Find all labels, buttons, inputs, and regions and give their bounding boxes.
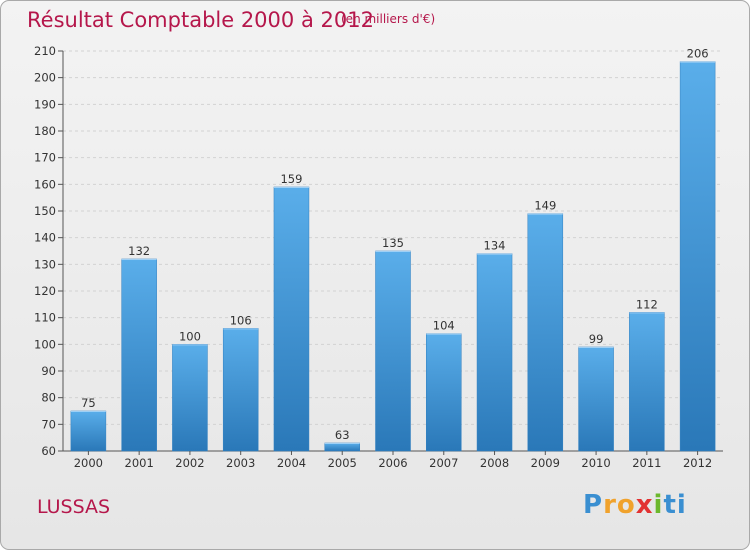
bar (121, 258, 157, 452)
data-label: 104 (433, 319, 455, 333)
bar-chart: 60 70 80 90 100 110 120 130 140 150 160 170 180 190 20… (34, 44, 723, 470)
x-tick-label: 2005 (328, 456, 357, 470)
x-tick-label: 2011 (632, 456, 661, 470)
bar (426, 333, 462, 452)
data-label: 112 (636, 297, 658, 311)
logo-letter: i (653, 490, 664, 520)
bar (222, 328, 259, 452)
y-tick-label: 120 (34, 284, 56, 298)
x-tick-label: 2009 (531, 456, 560, 470)
y-tick-label: 60 (41, 444, 56, 458)
data-label: 75 (81, 396, 96, 410)
bar (578, 346, 614, 452)
data-label: 134 (484, 239, 506, 253)
y-tick-label: 80 (41, 391, 56, 405)
data-label: 106 (230, 313, 252, 327)
y-tick-label: 200 (34, 71, 56, 85)
x-tick-label: 2001 (125, 456, 154, 470)
y-axis-ticks: 60 70 80 90 100 110 120 130 140 150 160 170 180 190 20… (34, 44, 63, 458)
bar (70, 410, 107, 452)
logo-letter: P (583, 490, 604, 520)
data-labels: 75 132 100 106 159 63 135 104 134 149 99 112 206 (81, 47, 709, 442)
y-tick-label: 180 (34, 124, 56, 138)
data-label: 149 (534, 199, 556, 213)
bars (70, 61, 716, 452)
data-label: 132 (128, 244, 150, 258)
y-tick-label: 110 (34, 311, 56, 325)
bar (375, 250, 411, 452)
x-tick-label: 2008 (480, 456, 509, 470)
data-label: 63 (335, 428, 350, 442)
logo-letter: t (663, 490, 677, 520)
bar (273, 186, 310, 452)
data-label: 100 (179, 329, 201, 343)
y-tick-label: 90 (41, 364, 56, 378)
x-tick-label: 2007 (429, 456, 458, 470)
bar (527, 213, 564, 452)
y-tick-label: 130 (34, 257, 56, 271)
y-tick-label: 190 (34, 97, 56, 111)
bar (324, 442, 360, 452)
data-label: 206 (687, 47, 709, 61)
x-tick-label: 2002 (175, 456, 204, 470)
chart-subtitle: (en milliers d'€) (341, 12, 436, 26)
x-tick-label: 2010 (581, 456, 610, 470)
x-tick-label: 2000 (74, 456, 103, 470)
bar (476, 253, 513, 452)
y-tick-label: 70 (41, 417, 56, 431)
y-tick-label: 100 (34, 337, 56, 351)
y-tick-label: 160 (34, 177, 56, 191)
y-tick-label: 210 (34, 44, 56, 58)
x-tick-label: 2012 (683, 456, 712, 470)
y-tick-label: 140 (34, 231, 56, 245)
x-axis-ticks: 2000 2001 2002 2003 2004 2005 2006 2007 2008 2009… (74, 451, 712, 470)
commune-name: LUSSAS (37, 496, 111, 518)
y-tick-label: 150 (34, 204, 56, 218)
logo-letter: i (676, 490, 687, 520)
x-tick-label: 2004 (277, 456, 306, 470)
bar (172, 344, 208, 452)
bar (679, 61, 716, 452)
logo-letter: x (635, 490, 654, 520)
data-label: 135 (382, 236, 404, 250)
data-label: 159 (280, 172, 302, 186)
x-tick-label: 2006 (378, 456, 407, 470)
bar (629, 312, 665, 452)
logo-letter: r (603, 490, 617, 520)
logo-letter: o (616, 490, 636, 520)
chart-title: Résultat Comptable 2000 à 2012 (27, 8, 374, 32)
data-label: 99 (589, 332, 604, 346)
x-tick-label: 2003 (226, 456, 255, 470)
proxiti-logo: Proxiti (583, 490, 687, 520)
y-tick-label: 170 (34, 151, 56, 165)
